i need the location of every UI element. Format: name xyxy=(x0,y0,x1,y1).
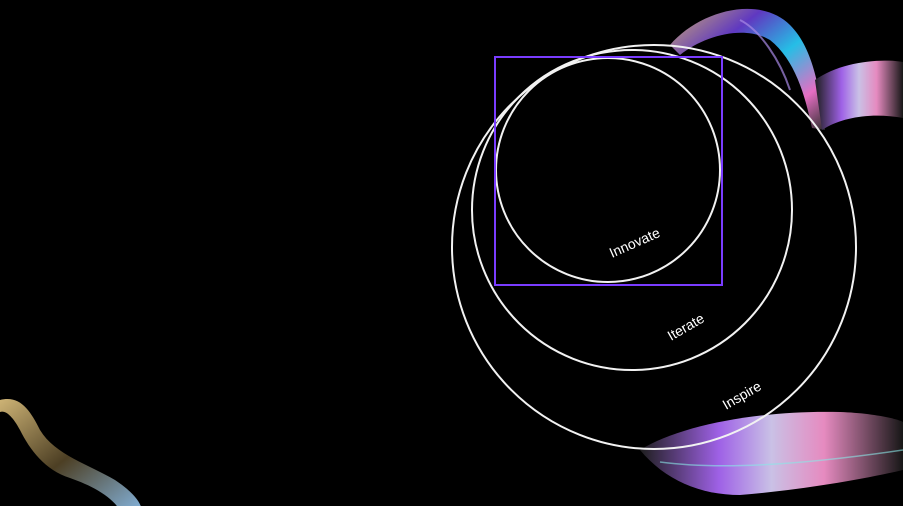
ribbon-top-right xyxy=(670,8,903,131)
ribbon-bottom-left xyxy=(0,399,142,510)
bottom-edge xyxy=(0,506,903,510)
label-inspire: Inspire xyxy=(720,378,765,413)
label-iterate: Iterate xyxy=(665,310,708,344)
ring-inspire xyxy=(451,44,857,450)
ring-iterate xyxy=(471,49,793,371)
ribbon-bottom-right xyxy=(640,411,903,495)
label-innovate: Innovate xyxy=(607,224,663,261)
highlight-box[interactable] xyxy=(494,56,723,286)
